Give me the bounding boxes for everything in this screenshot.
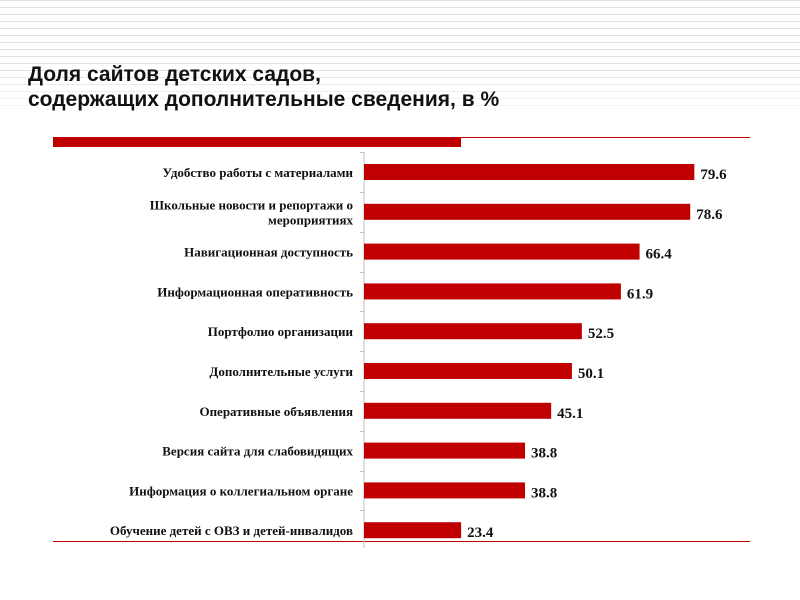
value-label-9: 23.4	[467, 525, 494, 541]
category-label-9: Обучение детей с ОВЗ и детей-инвалидов	[110, 523, 353, 538]
bottom-rule	[53, 541, 750, 542]
value-label-4: 52.5	[588, 326, 614, 342]
category-label-1-line-0: Школьные новости и репортажи о	[150, 197, 353, 212]
background-hatch	[0, 0, 800, 120]
value-label-6: 45.1	[557, 406, 583, 422]
bar-4	[364, 323, 582, 340]
value-label-8: 38.8	[531, 485, 557, 501]
category-label-6: Оперативные объявления	[199, 404, 353, 419]
value-label-0: 79.6	[700, 167, 727, 183]
bar-1	[364, 203, 691, 220]
value-label-7: 38.8	[531, 446, 557, 462]
category-label-5: Дополнительные услуги	[209, 364, 353, 379]
category-label-0: Удобство работы с материалами	[163, 165, 354, 180]
value-label-1: 78.6	[696, 207, 723, 223]
bar-0	[364, 164, 695, 180]
chart-title-line-2: содержащих дополнительные сведения, в %	[28, 88, 500, 111]
bar-6	[364, 402, 552, 419]
value-label-5: 50.1	[578, 366, 604, 382]
bar-3	[364, 283, 621, 300]
value-label-2: 66.4	[646, 247, 673, 263]
category-label-3: Информационная оперативность	[157, 284, 353, 299]
accent-bar	[53, 137, 461, 147]
bar-5	[364, 363, 572, 379]
chart-title: Доля сайтов детских садов, содержащих до…	[28, 62, 499, 112]
bar-7	[364, 442, 526, 459]
bar-2	[364, 243, 640, 260]
value-label-3: 61.9	[627, 286, 653, 302]
category-label-1-line-1: мероприятиях	[268, 212, 354, 227]
category-label-8: Информация о коллегиальном органе	[129, 483, 353, 498]
category-label-2: Навигационная доступность	[184, 245, 353, 260]
bar-8	[364, 482, 526, 499]
category-label-7: Версия сайта для слабовидящих	[162, 444, 353, 459]
bar-9	[364, 522, 462, 539]
category-label-4: Портфолио организации	[208, 324, 354, 339]
chart-title-line-1: Доля сайтов детских садов,	[28, 63, 321, 86]
